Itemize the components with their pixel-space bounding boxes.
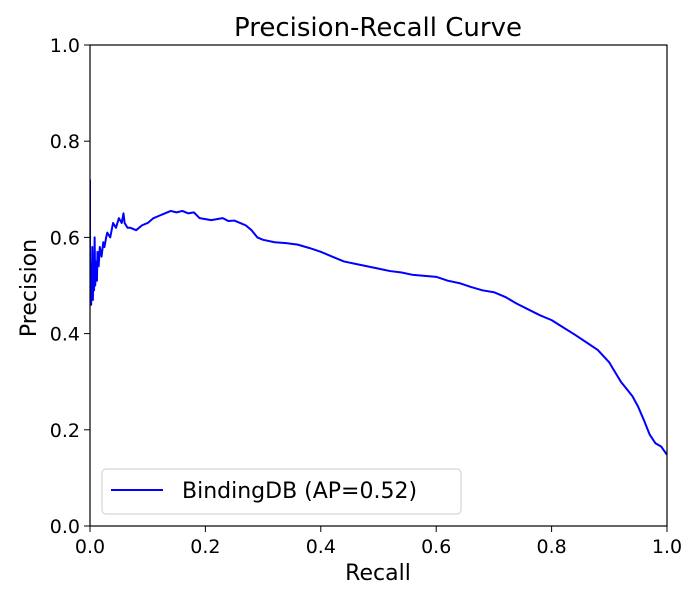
chart-title: Precision-Recall Curve [234,13,522,43]
y-tick-label: 0.0 [50,516,80,538]
x-axis-label: Recall [345,561,411,586]
y-tick-label: 0.8 [50,131,80,153]
tick-layer: 0.0 0.2 0.4 0.6 0.8 1.0 0.0 0.2 0.4 0.6 0.8 1.0 [50,35,682,558]
y-tick-label: 1.0 [50,35,80,57]
y-tick-label: 0.6 [50,227,80,249]
legend: BindingDB (AP=0.52) [101,468,462,515]
y-tick-label: 0.4 [50,324,80,346]
x-tick-label: 0.6 [421,536,451,558]
series-line-bindingdb [90,179,667,456]
plot-frame [89,44,668,527]
y-tick-label: 0.2 [50,420,80,442]
x-tick-label: 0.2 [190,536,220,558]
y-axis-label: Precision [17,239,42,337]
x-tick-label: 1.0 [652,536,682,558]
legend-label: BindingDB (AP=0.52) [182,479,417,504]
x-tick-label: 0.8 [536,536,566,558]
x-tick-label: 0.0 [75,536,105,558]
series-layer [90,179,667,456]
x-tick-label: 0.4 [306,536,336,558]
legend-box [101,468,462,515]
